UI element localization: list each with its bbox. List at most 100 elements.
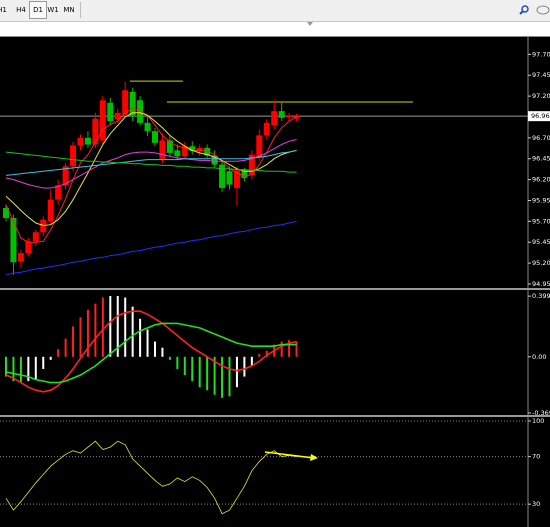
- candle-body: [263, 122, 270, 136]
- y-tick-label: 95.70: [532, 217, 550, 225]
- candle-body: [152, 131, 158, 143]
- candle-body: [241, 170, 248, 178]
- histogram-bar: [280, 341, 283, 357]
- histogram-bar: [101, 297, 104, 357]
- candle-body: [107, 102, 114, 122]
- candle-body: [25, 241, 32, 254]
- timeframe-button[interactable]: H1: [0, 6, 7, 14]
- current-price-label: 96.96: [531, 112, 550, 120]
- candle-body: [166, 140, 173, 153]
- histogram-bar: [258, 353, 261, 357]
- candle-body: [174, 150, 181, 157]
- candle-body: [62, 166, 69, 186]
- histogram-bar: [34, 356, 37, 380]
- candle-body: [70, 145, 77, 167]
- y-tick-label: 96.70: [532, 134, 550, 142]
- timeframe-button[interactable]: D1: [29, 1, 47, 19]
- separator: [80, 2, 81, 18]
- histogram-bar: [213, 356, 216, 395]
- histogram-bar: [79, 317, 82, 357]
- y-tick-label: 95.95: [532, 196, 550, 204]
- candle-body: [99, 100, 106, 141]
- histogram-bar: [72, 326, 75, 357]
- histogram-bar: [206, 356, 209, 391]
- candle-body: [196, 147, 203, 152]
- toolbar: H1 H4 D1 W1 MN: [0, 0, 550, 22]
- candle-body: [233, 170, 240, 188]
- indicator-line: [5, 112, 297, 227]
- histogram-bar: [131, 306, 134, 357]
- histogram-bar: [19, 356, 22, 383]
- y-tick-label: 95.45: [532, 238, 550, 246]
- candle-body: [129, 91, 136, 116]
- indicator-line: [5, 310, 297, 393]
- histogram-bar: [94, 303, 97, 357]
- y-tick-label: -0.3694: [532, 409, 550, 417]
- candle-body: [10, 218, 17, 263]
- histogram-bar: [265, 350, 268, 357]
- trend-arrow: [264, 451, 315, 459]
- y-tick-label: 95.20: [532, 259, 550, 267]
- histogram-bar: [109, 296, 112, 357]
- y-tick-label: 100: [532, 417, 544, 425]
- histogram-bar: [228, 356, 231, 397]
- y-tick-label: 96.20: [532, 176, 550, 184]
- y-tick-label: 0.00: [532, 353, 546, 361]
- indicator-line: [5, 149, 297, 176]
- candle-body: [114, 112, 121, 120]
- y-tick-label: 97.45: [532, 71, 550, 79]
- histogram-bar: [64, 338, 67, 357]
- histogram-bar: [235, 356, 238, 388]
- candle-body: [189, 146, 196, 152]
- indicator-line: [5, 139, 297, 189]
- y-tick-label: 30: [532, 500, 540, 508]
- histogram-bar: [49, 356, 52, 360]
- timeframe-button[interactable]: W1: [47, 6, 59, 14]
- indicator-line: [5, 440, 297, 515]
- histogram-bar: [116, 296, 119, 357]
- candle-body: [293, 116, 300, 119]
- histogram-bar: [57, 349, 60, 357]
- candle-body: [226, 171, 233, 185]
- candle-body: [84, 137, 91, 145]
- y-tick-label: 96.45: [532, 155, 550, 163]
- candle-body: [55, 185, 62, 200]
- histogram-bar: [12, 356, 15, 382]
- y-tick-label: 97.70: [532, 50, 550, 58]
- chart-tab-strip: [0, 22, 550, 36]
- y-tick-label: 94.95: [532, 280, 550, 288]
- histogram-bar: [176, 356, 179, 369]
- candle-body: [144, 122, 151, 132]
- chat-icon[interactable]: [536, 4, 550, 16]
- histogram-bar: [183, 356, 186, 376]
- histogram-bar: [124, 297, 127, 357]
- candle-body: [248, 154, 255, 176]
- indicator-line: [5, 220, 297, 276]
- histogram-bar: [198, 356, 201, 388]
- candle-body: [122, 90, 129, 115]
- candle-body: [47, 199, 54, 222]
- candle-body: [181, 146, 188, 157]
- histogram-bar: [250, 356, 253, 366]
- histogram-bar: [191, 356, 194, 382]
- candle-body: [286, 115, 293, 117]
- timeframe-button[interactable]: MN: [63, 6, 75, 14]
- candle-body: [219, 164, 226, 188]
- candle-body: [271, 111, 278, 126]
- histogram-bar: [221, 356, 224, 398]
- timeframe-button[interactable]: H4: [16, 6, 26, 14]
- current-price-box: [528, 111, 550, 122]
- candle-body: [92, 118, 99, 145]
- search-icon[interactable]: [519, 4, 531, 16]
- histogram-bar: [168, 356, 171, 360]
- histogram-bar: [288, 340, 291, 357]
- histogram-bar: [42, 356, 45, 369]
- histogram-bar: [154, 341, 156, 357]
- chart: 97.70 97.45 97.20 96.70 96.45 96.20 95.95 95.70…: [0, 36, 550, 527]
- shift-marker: [307, 22, 313, 26]
- trend-arrow-head: [310, 454, 318, 461]
- y-tick-label: 97.20: [532, 92, 550, 100]
- y-tick-label: 70: [532, 453, 540, 461]
- histogram-bar: [86, 309, 89, 357]
- histogram-bar: [27, 356, 30, 382]
